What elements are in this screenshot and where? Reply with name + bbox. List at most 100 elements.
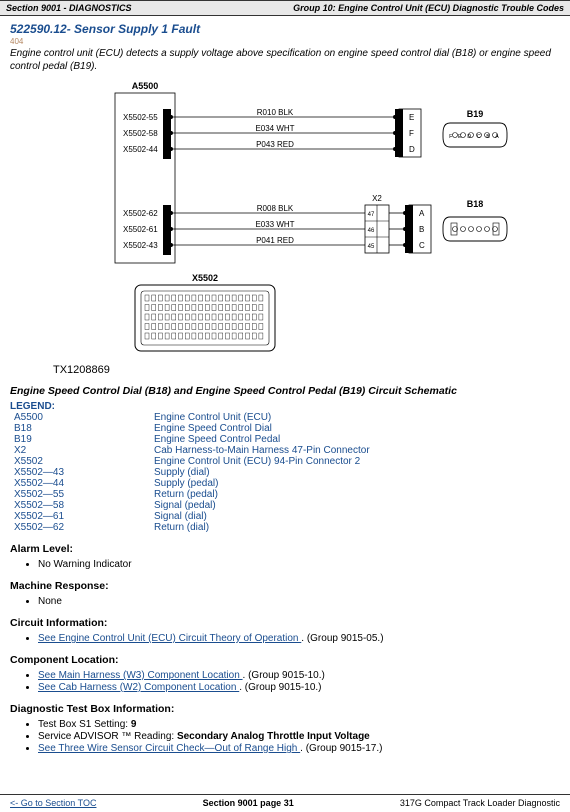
svg-text:X5502-55: X5502-55 (123, 113, 158, 122)
svg-text:A: A (419, 209, 425, 218)
component-item-1: See Main Harness (W3) Component Location… (38, 670, 560, 681)
legend-value: Engine Speed Control Pedal (150, 434, 374, 445)
circuit-item: See Engine Control Unit (ECU) Circuit Th… (38, 633, 560, 644)
legend-key: B19 (10, 434, 150, 445)
svg-text:TX1208869: TX1208869 (53, 364, 110, 376)
page-content: 522590.12- Sensor Supply 1 Fault 404 Eng… (0, 16, 570, 777)
circuit-heading: Circuit Information: (10, 617, 560, 629)
legend-row: X5502—55Return (pedal) (10, 489, 374, 500)
legend-key: X5502—61 (10, 511, 150, 522)
legend-key: X5502—44 (10, 478, 150, 489)
legend-key: B18 (10, 423, 150, 434)
legend-value: Return (pedal) (150, 489, 374, 500)
legend-value: Supply (dial) (150, 467, 374, 478)
svg-text:X2: X2 (372, 194, 382, 203)
testbox-heading: Diagnostic Test Box Information: (10, 703, 560, 715)
testbox-item-3: See Three Wire Sensor Circuit Check—Out … (38, 743, 560, 754)
svg-text:47: 47 (368, 212, 375, 218)
testbox-item-1: Test Box S1 Setting: 9 (38, 719, 560, 730)
header-left: Section 9001 - DIAGNOSTICS (6, 3, 132, 13)
svg-text:45: 45 (368, 244, 375, 250)
component-after-2: . (Group 9015-10.) (239, 682, 321, 693)
legend-value: Return (dial) (150, 522, 374, 533)
svg-text:R010 BLK: R010 BLK (257, 108, 294, 117)
legend-table: A5500Engine Control Unit (ECU)B18Engine … (10, 412, 374, 533)
svg-text:F: F (409, 129, 414, 138)
svg-text:X5502: X5502 (192, 273, 218, 283)
legend-row: X5502—62Return (dial) (10, 522, 374, 533)
testbox-item-2: Service ADVISOR ™ Reading: Secondary Ana… (38, 731, 560, 742)
fault-description: Engine control unit (ECU) detects a supp… (10, 47, 560, 73)
testbox-item1-pre: Test Box S1 Setting: (38, 719, 131, 730)
legend-key: X2 (10, 445, 150, 456)
fault-title: 522590.12- Sensor Supply 1 Fault (10, 22, 560, 36)
svg-text:E034 WHT: E034 WHT (255, 124, 294, 133)
svg-text:B19: B19 (467, 109, 484, 119)
circuit-link[interactable]: See Engine Control Unit (ECU) Circuit Th… (38, 633, 301, 644)
footer-bar: <- Go to Section TOC Section 9001 page 3… (0, 794, 570, 812)
legend-row: X5502—44Supply (pedal) (10, 478, 374, 489)
svg-text:X5502-62: X5502-62 (123, 209, 158, 218)
svg-text:A5500: A5500 (132, 81, 159, 91)
legend-row: X5502—43Supply (dial) (10, 467, 374, 478)
testbox-item2-bold: Secondary Analog Throttle Input Voltage (177, 731, 370, 742)
component-link-2[interactable]: See Cab Harness (W2) Component Location (38, 682, 239, 693)
testbox-item2-pre: Service ADVISOR ™ Reading: (38, 731, 177, 742)
component-after-1: . (Group 9015-10.) (243, 670, 325, 681)
toc-link[interactable]: <- Go to Section TOC (10, 798, 96, 808)
svg-text:B18: B18 (467, 199, 484, 209)
footer-page: Section 9001 page 31 (203, 798, 294, 808)
legend-key: X5502—58 (10, 500, 150, 511)
legend-key: X5502—43 (10, 467, 150, 478)
legend-value: Signal (dial) (150, 511, 374, 522)
fault-code: 404 (10, 37, 560, 46)
legend-row: A5500Engine Control Unit (ECU) (10, 412, 374, 423)
circuit-diagram: A5500 X5502-55 R010 BLK E X5502-58 E034 WHT F X… (10, 79, 560, 379)
circuit-after: . (Group 9015-05.) (301, 633, 383, 644)
legend-row: X5502Engine Control Unit (ECU) 94-Pin Co… (10, 456, 374, 467)
legend-key: X5502—55 (10, 489, 150, 500)
svg-text:E: E (409, 113, 414, 122)
component-item-2: See Cab Harness (W2) Component Location … (38, 682, 560, 693)
alarm-item: No Warning Indicator (38, 559, 560, 570)
component-link-1[interactable]: See Main Harness (W3) Component Location (38, 670, 243, 681)
legend-value: Engine Control Unit (ECU) 94-Pin Connect… (150, 456, 374, 467)
header-right: Group 10: Engine Control Unit (ECU) Diag… (293, 3, 564, 13)
svg-text:X5502-43: X5502-43 (123, 241, 158, 250)
legend-row: X5502—58Signal (pedal) (10, 500, 374, 511)
alarm-heading: Alarm Level: (10, 543, 560, 555)
svg-text:E033 WHT: E033 WHT (255, 220, 294, 229)
testbox-link[interactable]: See Three Wire Sensor Circuit Check—Out … (38, 743, 300, 754)
legend-value: Signal (pedal) (150, 500, 374, 511)
testbox-item1-bold: 9 (131, 719, 137, 730)
legend-value: Cab Harness-to-Main Harness 47-Pin Conne… (150, 445, 374, 456)
legend-key: A5500 (10, 412, 150, 423)
legend-row: B18Engine Speed Control Dial (10, 423, 374, 434)
legend-value: Supply (pedal) (150, 478, 374, 489)
machine-item: None (38, 596, 560, 607)
machine-heading: Machine Response: (10, 580, 560, 592)
svg-text:46: 46 (368, 228, 375, 234)
legend-row: X5502—61Signal (dial) (10, 511, 374, 522)
legend-key: X5502—62 (10, 522, 150, 533)
svg-text:D: D (409, 145, 415, 154)
legend-heading: LEGEND: (10, 401, 560, 412)
header-bar: Section 9001 - DIAGNOSTICS Group 10: Eng… (0, 0, 570, 16)
legend-key: X5502 (10, 456, 150, 467)
svg-text:C: C (419, 241, 425, 250)
svg-text:R008 BLK: R008 BLK (257, 204, 294, 213)
component-heading: Component Location: (10, 654, 560, 666)
legend-value: Engine Control Unit (ECU) (150, 412, 374, 423)
svg-text:X5502-58: X5502-58 (123, 129, 158, 138)
footer-right: 317G Compact Track Loader Diagnostic (400, 798, 560, 808)
svg-text:P041 RED: P041 RED (256, 236, 294, 245)
diagram-caption: Engine Speed Control Dial (B18) and Engi… (10, 385, 560, 397)
svg-text:B: B (419, 225, 424, 234)
svg-text:P043 RED: P043 RED (256, 140, 294, 149)
testbox-after: . (Group 9015-17.) (300, 743, 382, 754)
legend-row: B19Engine Speed Control Pedal (10, 434, 374, 445)
svg-text:X5502-44: X5502-44 (123, 145, 158, 154)
legend-value: Engine Speed Control Dial (150, 423, 374, 434)
svg-text:X5502-61: X5502-61 (123, 225, 158, 234)
legend-row: X2Cab Harness-to-Main Harness 47-Pin Con… (10, 445, 374, 456)
